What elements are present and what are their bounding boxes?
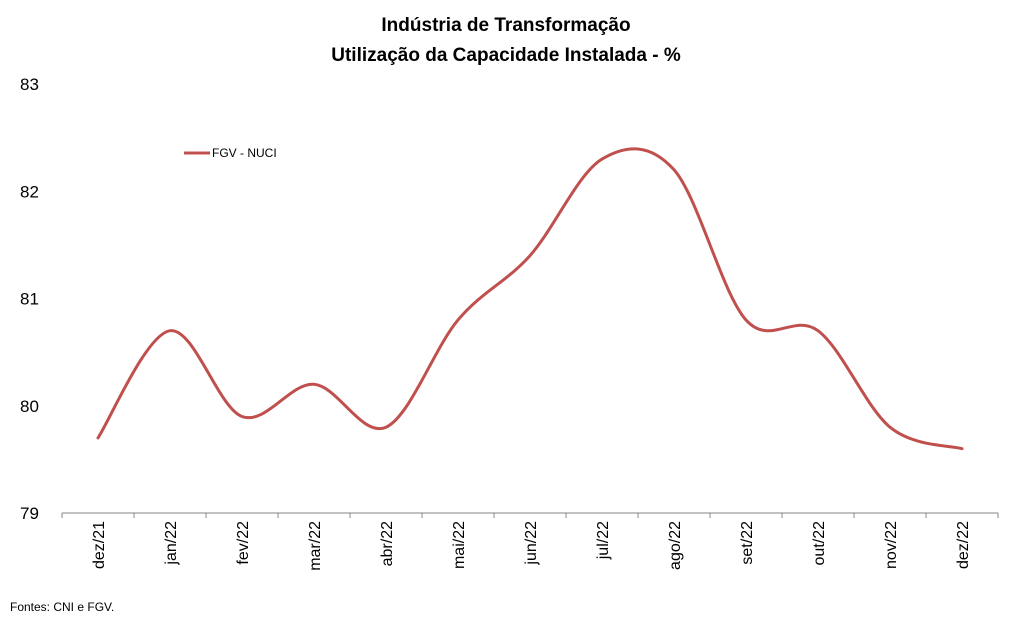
x-tick-label: jul/22 — [595, 521, 612, 560]
y-tick-label: 83 — [20, 75, 39, 94]
series-group — [96, 147, 964, 451]
x-tick-label: dez/22 — [955, 521, 972, 569]
x-tick-label: abr/22 — [379, 521, 396, 566]
x-tick-label: set/22 — [739, 521, 756, 565]
y-tick-label: 82 — [20, 182, 39, 201]
x-axis: dez/21 jan/22 fev/22 mar/22 abr/22 mai/22 jun/… — [61, 512, 999, 571]
y-axis: 79 80 81 82 83 — [20, 75, 39, 523]
x-tick-label: jun/22 — [523, 521, 540, 566]
chart-title: Indústria de Transformação Utilização da … — [331, 15, 681, 66]
x-tick-label: nov/22 — [883, 521, 900, 569]
chart-title-line-1: Indústria de Transformação — [381, 15, 630, 36]
x-tick-label: mar/22 — [307, 521, 324, 571]
x-tick-label: dez/21 — [91, 521, 108, 569]
y-tick-label: 80 — [20, 397, 39, 416]
y-tick-label: 81 — [20, 290, 39, 309]
x-tick-label: out/22 — [811, 521, 828, 566]
x-tick-label: mai/22 — [451, 521, 468, 569]
x-tick-label: jan/22 — [163, 521, 180, 566]
legend-label: FGV - NUCI — [212, 146, 277, 160]
line-chart: Indústria de Transformação Utilização da … — [20, 15, 999, 571]
x-tick-label: ago/22 — [667, 521, 684, 570]
series-line-fgv-nuci — [96, 147, 964, 451]
source-note: Fontes: CNI e FGV. — [10, 600, 115, 614]
y-tick-label: 79 — [20, 504, 39, 523]
x-tick-label: fev/22 — [235, 521, 252, 565]
legend: FGV - NUCI — [184, 146, 277, 160]
chart-title-line-2: Utilização da Capacidade Instalada - % — [331, 45, 681, 66]
